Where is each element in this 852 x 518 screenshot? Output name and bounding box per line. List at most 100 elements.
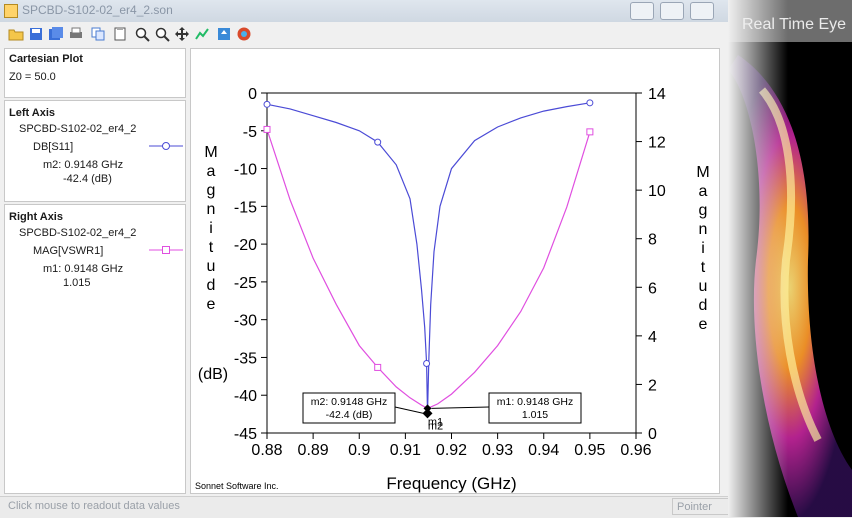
series-line-vswr — [266, 129, 591, 410]
photo-fade-overlay — [728, 0, 788, 517]
x-tick-label: 0.91 — [390, 442, 421, 459]
plot-area[interactable]: 0.88 0.89 0.9 0.91 0.92 0.93 0.94 0.95 0.96 0 -5 -1… — [190, 48, 720, 494]
left-axis-label-char: n — [207, 201, 216, 218]
autoscale-icon[interactable] — [194, 26, 210, 42]
minimize-button[interactable] — [630, 2, 654, 20]
annotation-m1-box — [488, 392, 582, 424]
left-axis-label-char: e — [207, 296, 216, 313]
x-tick-label: 0.95 — [574, 442, 605, 459]
open-icon[interactable] — [8, 26, 24, 42]
right-tick-label: 6 — [648, 280, 657, 297]
eye-diagram-photo: Real Time Eye — [728, 0, 852, 517]
cartesian-chart[interactable]: 0.88 0.89 0.9 0.91 0.92 0.93 0.94 0.95 0.960-5-1… — [191, 49, 719, 493]
x-tick-label: 0.9 — [348, 442, 370, 459]
window-title: SPCBD-S102-02_er4_2.son — [22, 3, 173, 17]
maximize-button[interactable] — [660, 2, 684, 20]
left-axis-label-char: M — [204, 144, 217, 161]
right-axis-label-char: e — [699, 316, 708, 333]
annotation-m1-leader — [431, 406, 490, 409]
right-axis-trace[interactable]: MAG[VSWR1] — [33, 245, 104, 257]
right-axis-label-char: u — [699, 278, 708, 295]
left-axis-trace[interactable]: DB[S11] — [33, 141, 74, 153]
plot-info-panel: Cartesian Plot Z0 = 50.0 — [4, 48, 186, 98]
series-point-vswr — [263, 125, 271, 133]
right-axis-label-char: a — [699, 183, 708, 200]
right-axis-label-char: M — [696, 164, 709, 181]
marker-m1-diamond — [423, 404, 432, 413]
zoom-out-icon[interactable] — [154, 26, 170, 42]
plot-frame — [266, 92, 637, 434]
annotation-m2-line2: -42.4 (dB) — [326, 409, 373, 421]
annotation-m2-line1: m2: 0.9148 GHz — [311, 396, 387, 408]
left-tick-label: -10 — [234, 162, 257, 179]
save-all-icon[interactable] — [48, 26, 64, 42]
left-tick-label: 0 — [248, 86, 257, 103]
right-axis-label-char: i — [701, 240, 705, 257]
left-axis-label-char: t — [209, 239, 214, 256]
left-tick-label: -40 — [234, 388, 257, 405]
left-axis-label-char: d — [207, 277, 216, 294]
left-tick-label: -15 — [234, 199, 257, 216]
left-marker-frequency: m2: 0.9148 GHz — [43, 159, 124, 171]
series-point-s11 — [423, 359, 431, 367]
marker-tag-m1: m1 — [428, 416, 443, 428]
right-axis-label-char: d — [699, 297, 708, 314]
right-axis-label-char: t — [701, 259, 706, 276]
marker-tag-m2: m2 — [428, 420, 443, 432]
right-trace-legend-icon — [149, 246, 183, 254]
annotation-m1-line2: 1.015 — [522, 409, 548, 421]
right-axis-label-char: n — [699, 221, 708, 238]
save-icon[interactable] — [28, 26, 44, 42]
refresh-icon[interactable] — [216, 26, 232, 42]
marker-m2-diamond — [422, 408, 433, 419]
left-axis-label-char: g — [207, 182, 216, 199]
left-trace-legend-icon — [149, 142, 183, 150]
left-axis-label-char: u — [207, 258, 216, 275]
pan-icon[interactable] — [174, 26, 190, 42]
right-tick-label: 4 — [648, 329, 657, 346]
right-tick-label: 12 — [648, 135, 666, 152]
left-tick-label: -20 — [234, 237, 257, 254]
left-axis-label-char: (dB) — [198, 366, 228, 383]
print-icon[interactable] — [68, 26, 84, 42]
plot-type-label: Cartesian Plot — [9, 53, 83, 65]
x-tick-label: 0.88 — [251, 442, 282, 459]
right-tick-label: 2 — [648, 377, 657, 394]
toolbar — [0, 22, 760, 48]
close-button[interactable] — [690, 2, 714, 20]
series-line-s11 — [266, 102, 590, 414]
right-axis-file: SPCBD-S102-02_er4_2 — [19, 227, 137, 239]
copy-icon[interactable] — [90, 26, 106, 42]
left-axis-panel[interactable]: Left Axis SPCBD-S102-02_er4_2 DB[S11] m2… — [4, 100, 186, 202]
left-tick-label: -35 — [234, 350, 257, 367]
series-point-s11 — [374, 138, 382, 146]
right-axis-title: Right Axis — [9, 211, 63, 223]
left-axis-file: SPCBD-S102-02_er4_2 — [19, 123, 137, 135]
right-tick-label: 0 — [648, 426, 657, 443]
x-tick-label: 0.96 — [620, 442, 651, 459]
help-icon[interactable] — [236, 26, 252, 42]
right-marker-value: 1.015 — [63, 277, 91, 289]
paste-icon[interactable] — [112, 26, 128, 42]
right-marker-frequency: m1: 0.9148 GHz — [43, 263, 124, 275]
right-tick-label: 8 — [648, 232, 657, 249]
series-point-s11 — [586, 99, 594, 107]
left-tick-label: -45 — [234, 426, 257, 443]
x-tick-label: 0.93 — [482, 442, 513, 459]
series-point-vswr — [374, 363, 382, 371]
document-icon — [4, 4, 18, 18]
left-tick-label: -5 — [243, 124, 257, 141]
title-bar: SPCBD-S102-02_er4_2.son — [0, 0, 760, 22]
zoom-in-icon[interactable] — [134, 26, 150, 42]
right-axis-panel[interactable]: Right Axis SPCBD-S102-02_er4_2 MAG[VSWR1… — [4, 204, 186, 494]
left-axis-label-char: a — [207, 163, 216, 180]
x-axis-label: Frequency (GHz) — [386, 474, 516, 493]
annotation-m2-leader — [394, 406, 424, 414]
x-tick-label: 0.94 — [528, 442, 559, 459]
annotation-m1-line1: m1: 0.9148 GHz — [497, 396, 573, 408]
right-axis-label-char: g — [699, 202, 708, 219]
left-marker-value: -42.4 (dB) — [63, 173, 112, 185]
left-axis-label-char: i — [209, 220, 213, 237]
sidebar: Cartesian Plot Z0 = 50.0 Left Axis SPCBD… — [0, 48, 188, 494]
